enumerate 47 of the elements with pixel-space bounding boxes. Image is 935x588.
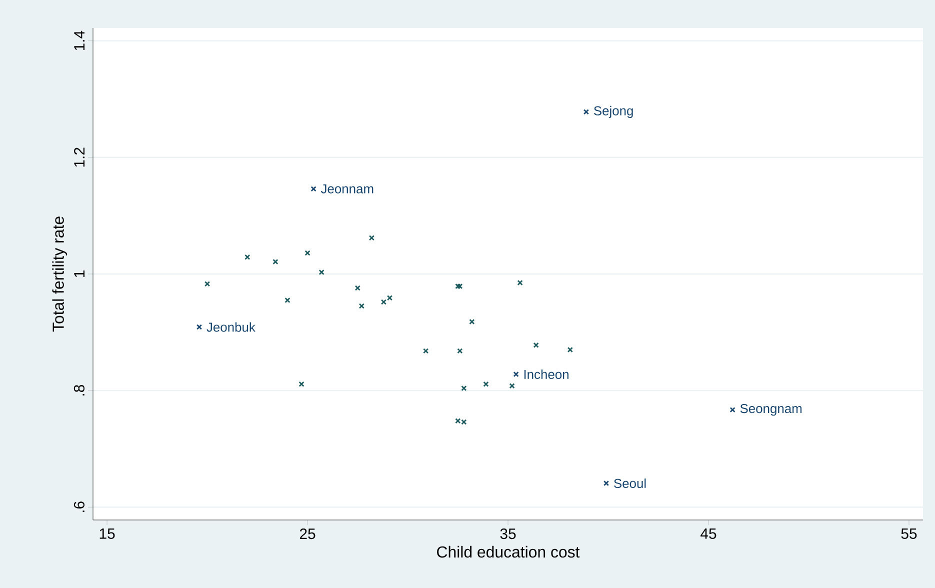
y-tick-label: .6 xyxy=(74,502,84,512)
point xyxy=(517,280,523,286)
annotation: Jeonbuk xyxy=(206,322,256,332)
point xyxy=(730,406,736,413)
point xyxy=(483,381,489,387)
x-tick-label: 25 xyxy=(300,528,316,540)
point xyxy=(513,371,519,378)
point xyxy=(354,285,360,291)
x-axis-title: Child education cost xyxy=(437,546,580,558)
annotation: Sejong xyxy=(594,106,633,118)
y-axis-title: Total fertility rate xyxy=(52,216,68,332)
x-tick-label: 55 xyxy=(901,528,917,539)
point xyxy=(533,342,539,348)
point xyxy=(509,383,515,389)
y-tick-label: .8 xyxy=(74,384,84,396)
point xyxy=(310,186,316,192)
point xyxy=(196,324,202,330)
point xyxy=(304,250,310,256)
point xyxy=(422,348,429,354)
annotation: Jeonnam xyxy=(320,184,374,194)
point xyxy=(461,385,467,392)
point xyxy=(380,299,387,305)
annotation: Seoul xyxy=(614,478,646,488)
x-tick-label: 35 xyxy=(500,528,516,540)
point xyxy=(368,235,375,241)
point xyxy=(318,269,324,276)
point xyxy=(603,480,610,486)
point xyxy=(583,109,590,115)
point xyxy=(457,348,463,354)
y-tick-label: 1.2 xyxy=(74,148,84,167)
point xyxy=(298,381,304,387)
point xyxy=(358,303,364,309)
point xyxy=(386,295,393,301)
point xyxy=(284,297,290,304)
y-tick-label: 1 xyxy=(74,270,84,277)
point xyxy=(244,254,250,260)
y-tick-label: 1.4 xyxy=(74,30,84,50)
x-tick-label: 45 xyxy=(700,528,716,539)
point xyxy=(272,258,278,265)
annotation: Incheon xyxy=(524,369,568,380)
point xyxy=(204,281,210,287)
x-tick-label: 15 xyxy=(100,528,115,539)
point xyxy=(457,283,463,290)
annotation: Seongnam xyxy=(740,404,802,416)
point xyxy=(567,346,573,353)
point xyxy=(469,318,475,325)
point xyxy=(455,283,461,290)
